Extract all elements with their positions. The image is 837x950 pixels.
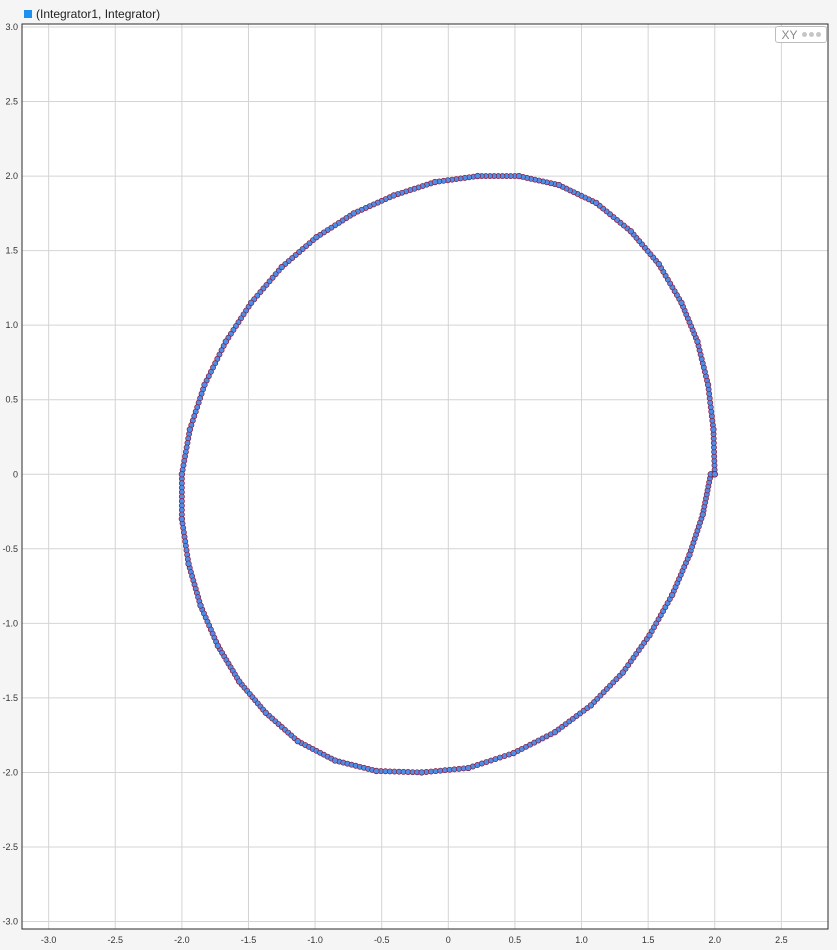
y-tick-label: -2.0 <box>2 767 18 777</box>
data-point <box>711 471 718 478</box>
data-point <box>247 299 255 306</box>
data-point <box>619 669 626 676</box>
y-tick-label: -2.5 <box>2 842 18 852</box>
xy-label: XY <box>781 27 798 42</box>
x-tick-label: 1.0 <box>575 935 588 945</box>
data-point <box>236 678 243 685</box>
y-tick-label: 0 <box>13 469 18 479</box>
x-tick-label: 0 <box>446 935 451 945</box>
data-point <box>313 234 320 241</box>
y-tick-label: 1.5 <box>5 246 18 256</box>
data-point <box>331 757 339 764</box>
y-tick-label: 1.0 <box>5 320 18 330</box>
data-point <box>593 199 600 207</box>
data-point <box>178 515 186 523</box>
data-point <box>186 426 194 433</box>
data-point <box>699 511 706 518</box>
data-point <box>278 263 285 271</box>
data-point <box>431 178 439 186</box>
data-point <box>197 602 204 609</box>
x-tick-label: -3.0 <box>41 935 57 945</box>
data-point <box>555 181 563 189</box>
x-tick-label: 0.5 <box>509 935 522 945</box>
data-point <box>704 381 712 388</box>
data-point <box>418 769 425 776</box>
data-point <box>515 172 523 180</box>
y-tick-label: -1.5 <box>2 693 18 703</box>
data-point <box>655 260 662 268</box>
x-tick-label: -2.0 <box>174 935 190 945</box>
data-point <box>201 381 208 388</box>
x-tick-label: -0.5 <box>374 935 390 945</box>
data-point <box>510 749 517 757</box>
more-dots-icon <box>801 32 821 37</box>
data-point <box>185 560 192 567</box>
legend-swatch <box>24 10 32 18</box>
data-point <box>551 729 559 736</box>
y-tick-label: 0.5 <box>5 395 18 405</box>
legend[interactable]: (Integrator1, Integrator) <box>24 7 160 21</box>
x-tick-label: -1.5 <box>241 935 257 945</box>
legend-label: (Integrator1, Integrator) <box>36 7 161 21</box>
data-point <box>627 228 634 235</box>
y-tick-label: 2.0 <box>5 171 18 181</box>
data-point <box>678 299 685 306</box>
y-tick-label: -1.0 <box>2 618 18 628</box>
y-tick-label: -3.0 <box>2 917 18 927</box>
x-tick-label: -1.0 <box>307 935 323 945</box>
y-tick-label: 2.5 <box>5 97 18 107</box>
plot-border <box>21 23 829 930</box>
data-point <box>373 767 380 775</box>
x-tick-label: 2.5 <box>775 935 788 945</box>
x-tick-label: -2.5 <box>107 935 123 945</box>
data-point <box>294 737 301 745</box>
data-point <box>668 591 676 599</box>
data-point <box>350 210 357 217</box>
data-point <box>474 172 481 180</box>
xy-menu-button[interactable]: XY <box>775 26 827 43</box>
data-point <box>694 338 701 345</box>
data-point <box>390 192 397 199</box>
data-point <box>178 471 186 478</box>
plot-area <box>21 23 829 930</box>
y-tick-label: 3.0 <box>5 22 18 32</box>
data-point <box>465 764 472 772</box>
x-tick-label: 1.5 <box>642 935 655 945</box>
data-point <box>710 426 717 433</box>
data-point <box>587 702 595 709</box>
data-point <box>646 632 653 639</box>
data-point <box>686 551 693 558</box>
data-point <box>262 709 269 716</box>
data-point <box>222 338 229 345</box>
y-tick-label: -0.5 <box>2 544 18 554</box>
x-tick-label: 2.0 <box>709 935 722 945</box>
data-point <box>214 642 221 649</box>
